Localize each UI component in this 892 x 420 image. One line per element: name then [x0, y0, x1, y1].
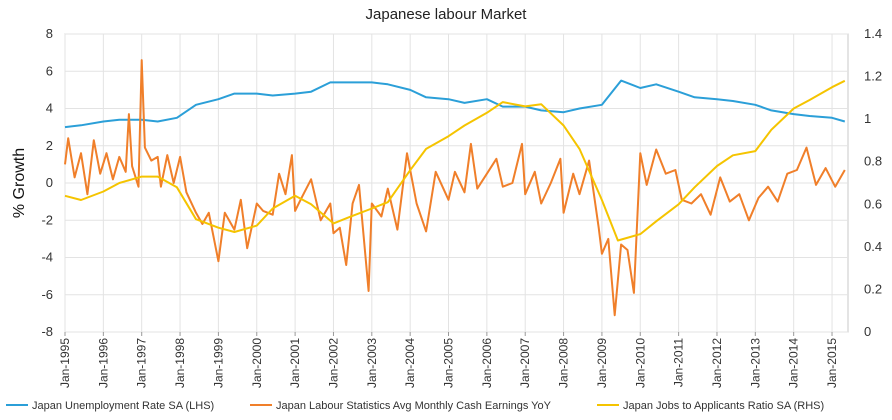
- x-tick-label: Jan-1996: [96, 338, 110, 388]
- y-tick-label-left: 8: [46, 26, 53, 41]
- y-tick-label-right: 1.4: [864, 26, 882, 41]
- x-tick-label: Jan-2007: [518, 338, 532, 388]
- x-tick-label: Jan-1995: [58, 338, 72, 388]
- x-tick-label: Jan-2012: [710, 338, 724, 388]
- y-tick-label-right: 0.2: [864, 281, 882, 296]
- legend-label: Japan Jobs to Applicants Ratio SA (RHS): [623, 400, 824, 412]
- series-line-2: [64, 59, 846, 317]
- x-tick-label: Jan-2010: [633, 338, 647, 388]
- x-tick-label: Jan-1998: [173, 338, 187, 388]
- x-tick-label: Jan-2005: [442, 338, 456, 388]
- y-tick-label-left: 0: [46, 175, 53, 190]
- series-lines: [64, 59, 846, 317]
- x-tick-label: Jan-2006: [480, 338, 494, 388]
- y-tick-label-left: -4: [41, 250, 53, 265]
- y-tick-label-right: 1: [864, 111, 871, 126]
- x-tick-label: Jan-2013: [748, 338, 762, 388]
- x-tick-label: Jan-2003: [365, 338, 379, 388]
- y-axis-label-left: % Growth: [11, 148, 28, 218]
- x-tick-label: Jan-1999: [211, 338, 225, 388]
- y-tick-label-left: -2: [41, 212, 53, 227]
- series-line-3: [64, 79, 846, 242]
- series-line-1: [64, 79, 846, 129]
- x-tick-label: Jan-2001: [288, 338, 302, 388]
- y-tick-label-left: 4: [46, 101, 53, 116]
- y-tick-label-right: 0.6: [864, 196, 882, 211]
- x-tick-label: Jan-2015: [825, 338, 839, 388]
- gridlines: [64, 33, 849, 333]
- y-tick-label-right: 0.8: [864, 154, 882, 169]
- legend-label: Japan Labour Statistics Avg Monthly Cash…: [276, 400, 552, 412]
- x-tick-label: Jan-2011: [672, 338, 686, 387]
- x-tick-label: Jan-2014: [787, 338, 801, 388]
- legend-label: Japan Unemployment Rate SA (LHS): [32, 400, 214, 412]
- y-tick-label-right: 0.4: [864, 239, 882, 254]
- y-tick-label-left: 2: [46, 138, 53, 153]
- x-tick-label: Jan-2008: [557, 338, 571, 388]
- axes: 8 6 4 2 0 -2 -4 -6 -8 1.4 1.2 1 0.8 0.6 0.4 0.2 0 Jan-199…: [41, 26, 882, 388]
- y-tick-label-left: -6: [41, 287, 53, 302]
- legend: Japan Unemployment Rate SA (LHS) Japan La…: [6, 400, 824, 412]
- x-tick-label: Jan-2000: [250, 338, 264, 388]
- y-tick-label-left: 6: [46, 63, 53, 78]
- x-tick-label: Jan-2009: [595, 338, 609, 388]
- chart-title: Japanese labour Market: [366, 6, 528, 23]
- x-tick-label: Jan-1997: [135, 338, 149, 388]
- y-tick-label-right: 0: [864, 324, 871, 339]
- x-tick-label: Jan-2004: [403, 338, 417, 388]
- y-tick-label-right: 1.2: [864, 69, 882, 84]
- x-tick-label: Jan-2002: [326, 338, 340, 388]
- y-tick-label-left: -8: [41, 324, 53, 339]
